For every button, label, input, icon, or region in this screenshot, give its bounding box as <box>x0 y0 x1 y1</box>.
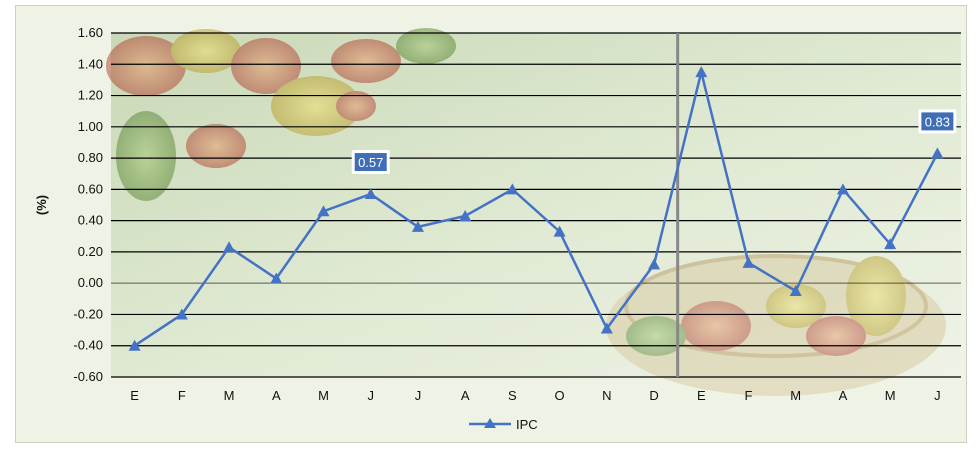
x-tick-label: J <box>367 388 374 403</box>
x-tick-label: F <box>178 388 186 403</box>
y-tick-label: 1.40 <box>78 56 103 71</box>
data-point-marker <box>884 238 897 250</box>
data-point-marker <box>506 183 519 195</box>
x-tick-label: E <box>697 388 706 403</box>
callout-box <box>921 112 954 131</box>
y-tick-label: -0.40 <box>73 338 103 353</box>
data-point-marker <box>223 241 236 253</box>
y-tick-label: -0.60 <box>73 369 103 384</box>
ipc-line-chart: 1.60 1.40 1.20 1.00 0.80 0.60 0.40 0.20 0.00 -0.2… <box>34 25 961 432</box>
data-point-marker <box>600 322 613 334</box>
data-label: 0.83 <box>925 114 950 129</box>
data-point-marker <box>411 220 424 232</box>
data-point-marker <box>553 225 566 237</box>
fruit-image-top-left <box>106 28 456 201</box>
basket-image-bottom-right <box>606 254 946 396</box>
data-point-marker <box>648 258 661 270</box>
y-tick-label: 1.60 <box>78 25 103 40</box>
legend-label: IPC <box>516 417 538 432</box>
data-point-marker <box>931 147 944 159</box>
data-point-marker <box>128 339 141 351</box>
data-point-marker <box>742 256 755 268</box>
x-tick-label: A <box>272 388 281 403</box>
x-tick-label: N <box>602 388 611 403</box>
series-line <box>133 71 939 347</box>
legend-marker <box>484 418 496 428</box>
data-point-marker <box>175 308 188 320</box>
y-tick-label: 0.80 <box>78 150 103 165</box>
x-tick-label: A <box>839 388 848 403</box>
y-axis-label: (%) <box>34 195 49 215</box>
y-tick-label: 0.00 <box>78 275 103 290</box>
y-tick-label: 0.60 <box>78 181 103 196</box>
data-point-marker <box>695 66 708 78</box>
gridlines <box>111 32 961 378</box>
x-tick-label: A <box>461 388 470 403</box>
y-tick-label: 1.20 <box>78 88 103 103</box>
data-point-marker <box>836 183 849 195</box>
y-tick-label: -0.20 <box>73 306 103 321</box>
data-point-marker <box>789 285 802 296</box>
x-tick-label: S <box>508 388 517 403</box>
data-point-marker <box>459 209 472 221</box>
chart-frame: 1.60 1.40 1.20 1.00 0.80 0.60 0.40 0.20 0.00 -0.2… <box>15 5 967 443</box>
x-tick-label: J <box>934 388 941 403</box>
data-callouts: 0.57 0.83 <box>351 109 957 175</box>
y-tick-label: 0.20 <box>78 244 103 259</box>
y-tick-label: 1.00 <box>78 119 103 134</box>
y-axis-ticks: 1.60 1.40 1.20 1.00 0.80 0.60 0.40 0.20 0.00 -0.2… <box>73 25 103 384</box>
x-tick-label: M <box>885 388 896 403</box>
data-point-marker <box>270 272 283 284</box>
data-point-marker <box>364 188 377 200</box>
x-tick-label: J <box>415 388 422 403</box>
legend: IPC <box>469 417 538 432</box>
x-tick-label: D <box>649 388 658 403</box>
y-tick-label: 0.40 <box>78 213 103 228</box>
x-tick-label: M <box>318 388 329 403</box>
ipc-series <box>128 66 944 351</box>
x-tick-label: F <box>745 388 753 403</box>
x-tick-label: M <box>790 388 801 403</box>
x-tick-label: E <box>130 388 139 403</box>
x-tick-label: M <box>224 388 235 403</box>
data-label: 0.57 <box>358 155 383 170</box>
data-point-marker <box>317 205 330 217</box>
callout-box <box>354 153 387 172</box>
x-tick-label: O <box>555 388 565 403</box>
